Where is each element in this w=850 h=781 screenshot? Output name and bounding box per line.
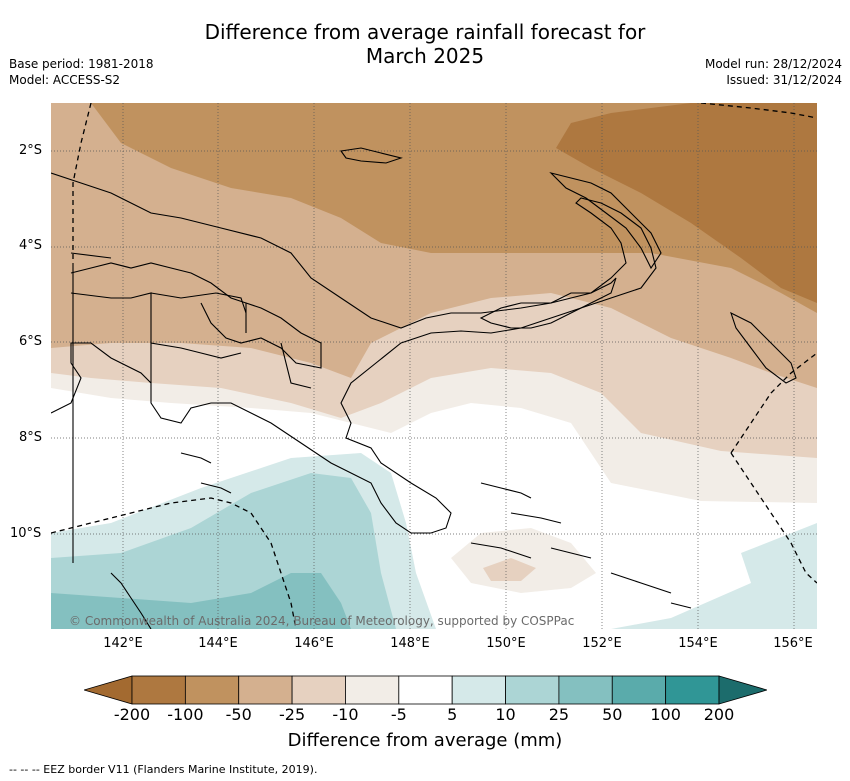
lon-label-148e: 148°E (390, 636, 430, 651)
colorbar-extend-high (718, 675, 767, 705)
lat-label-8s: 8°S (19, 430, 43, 445)
graticule (51, 103, 817, 629)
colorbar-tick-label: -5 (390, 705, 407, 724)
metadata-right: Model run: 28/12/2024 Issued: 31/12/2024 (705, 56, 842, 88)
eez-legend-note: -- -- -- EEZ border V11 (Flanders Marine… (9, 763, 318, 776)
base-period: Base period: 1981-2018 (9, 57, 154, 71)
colorbar-tick-label: 25 (548, 705, 570, 724)
lon-label-144e: 144°E (198, 636, 238, 651)
colorbar-tick-label: -100 (167, 705, 204, 724)
rainfall-map: © Commonwealth of Australia 2024, Bureau… (51, 103, 817, 629)
lon-label-150e: 150°E (486, 636, 526, 651)
colorbar-tick-label: -200 (113, 705, 151, 724)
coastlines (51, 147, 797, 629)
colorbar (84, 675, 767, 705)
colorbar-tick-label: 100 (650, 705, 681, 724)
zone-plus-25 (51, 573, 351, 629)
colorbar-tick-label: -25 (279, 705, 306, 724)
colorbar-cell (398, 675, 453, 705)
colorbar-title: Difference from average (mm) (287, 730, 563, 751)
lon-label-154e: 154°E (678, 636, 718, 651)
lon-label-156e: 156°E (773, 636, 813, 651)
zone-minus-200 (556, 103, 817, 303)
colorbar-cell (184, 675, 240, 705)
lat-label-4s: 4°S (19, 238, 43, 253)
lon-label-152e: 152°E (582, 636, 622, 651)
eez-borders (51, 103, 817, 629)
colorbar-cell (291, 675, 346, 705)
zone-minus-5-south (451, 528, 596, 593)
colorbar-cell (505, 675, 560, 705)
colorbar-tick-label: -50 (225, 705, 252, 724)
colorbar-cell (558, 675, 613, 705)
lat-label-10s: 10°S (10, 526, 42, 541)
colorbar-tick-label: 200 (703, 705, 735, 724)
colorbar-extend-low (84, 675, 133, 705)
colorbar-tick-label: 50 (602, 705, 623, 724)
model-name: Model: ACCESS-S2 (9, 73, 121, 87)
map-title: Difference from average rainfall forecas… (0, 20, 850, 68)
colorbar-cell (451, 675, 506, 705)
colorbar-cells (84, 675, 767, 705)
zone-plus-5-east (611, 523, 817, 629)
lat-label-6s: 6°S (19, 334, 43, 349)
lat-label-2s: 2°S (19, 143, 43, 158)
colorbar-tick-label: 5 (447, 705, 458, 724)
metadata-left: Base period: 1981-2018 Model: ACCESS-S2 (9, 56, 154, 88)
lon-label-142e: 142°E (103, 636, 143, 651)
colorbar-cell (665, 675, 720, 705)
colorbar-cell (131, 675, 186, 705)
colorbar-tick-label: -10 (332, 705, 359, 724)
zone-minus-10-south (483, 558, 536, 581)
title-line-2: March 2025 (365, 44, 485, 68)
issued-date: Issued: 31/12/2024 (726, 73, 842, 87)
title-line-1: Difference from average rainfall forecas… (204, 20, 646, 44)
colorbar-tick-label: 10 (495, 705, 516, 724)
map-canvas (51, 103, 817, 629)
lon-label-146e: 146°E (294, 636, 334, 651)
zone-plus-10-south (651, 603, 751, 629)
colorbar-cell (611, 675, 667, 705)
model-run: Model run: 28/12/2024 (704, 57, 842, 71)
colorbar-cell (345, 675, 400, 705)
copyright-notice: © Commonwealth of Australia 2024, Bureau… (69, 614, 575, 628)
colorbar-cell (238, 675, 293, 705)
